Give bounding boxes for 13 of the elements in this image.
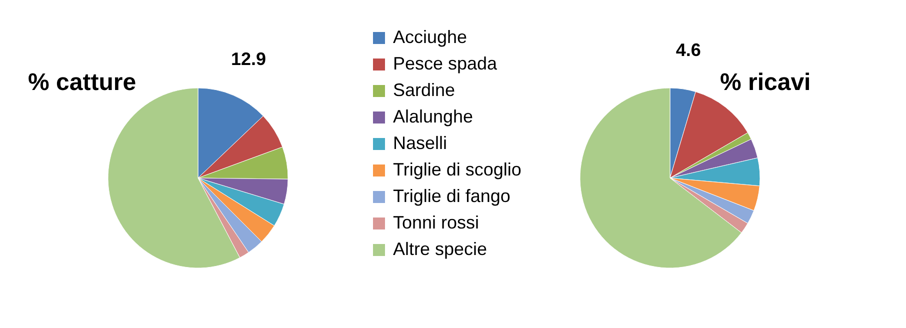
legend-label: Pesce spada	[393, 53, 498, 74]
legend-label: Triglie di fango	[393, 186, 510, 206]
legend-label: Alalunghe	[393, 106, 474, 126]
legend-label: Sardine	[393, 80, 456, 100]
legend-label: Altre specie	[393, 238, 488, 259]
slice-label: % catture	[28, 69, 136, 96]
data-label: 4.6	[676, 40, 701, 60]
legend-label: Acciughe	[393, 26, 468, 47]
data-label: 12.9	[230, 49, 266, 70]
slice-label: % ricavi	[720, 69, 811, 96]
legend-label: Tonni rossi	[393, 212, 480, 232]
legend-label: Naselli	[393, 132, 448, 153]
legend-label: Triglie di scoglio	[393, 159, 522, 180]
